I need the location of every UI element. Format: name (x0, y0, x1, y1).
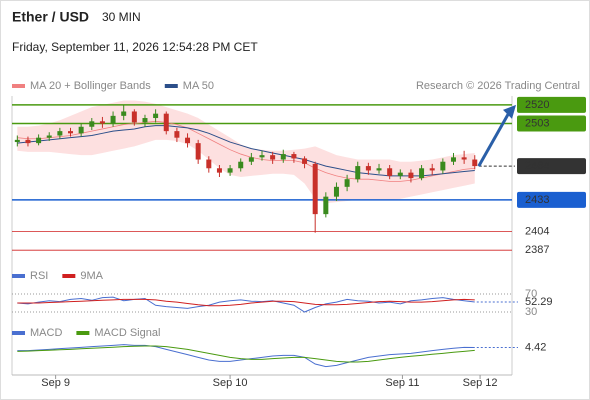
candle-body (68, 131, 74, 134)
legend-label: MACD Signal (94, 327, 160, 339)
legend-label: MA 50 (183, 80, 214, 92)
indicator-line (17, 298, 475, 307)
candle-body (89, 121, 95, 127)
candle-body (312, 163, 318, 215)
candle-body (163, 113, 169, 132)
x-tick-label: Sep 10 (213, 377, 248, 389)
legend-label: MA 20 + Bollinger Bands (30, 80, 151, 92)
candle-body (344, 179, 350, 187)
interval: 30 MIN (102, 10, 141, 24)
candle-body (227, 168, 233, 173)
level-label: 2404 (525, 226, 549, 238)
candle-body (131, 111, 137, 123)
legend-swatch (12, 331, 25, 335)
candle-body (78, 126, 84, 134)
candle-body (216, 168, 222, 173)
candle-body (376, 168, 382, 171)
legend-label: 9MA (80, 270, 103, 282)
legend-label: MACD (30, 327, 62, 339)
candle-body (46, 135, 52, 138)
legend-swatch (12, 84, 25, 88)
candle-body (99, 121, 105, 124)
candle-body (142, 118, 148, 123)
candle-body (419, 168, 425, 179)
legend-swatch (76, 331, 90, 335)
last-value-label: 4.42 (525, 341, 546, 353)
candle-body (238, 161, 244, 169)
candle-body (195, 143, 201, 160)
candle-body (185, 137, 191, 144)
legend-swatch (164, 84, 178, 88)
y-tick-label: 70 (525, 288, 537, 300)
x-tick-label: Sep 12 (463, 377, 498, 389)
moving-average (17, 120, 475, 182)
forecast-arrowhead (503, 104, 516, 119)
candle-body (280, 154, 286, 160)
legend-swatch (62, 274, 76, 278)
bollinger-band (17, 100, 475, 204)
level-label: 2520 (525, 99, 549, 111)
candle-body (248, 157, 254, 162)
candle-body (355, 166, 361, 180)
level-box (517, 191, 586, 208)
candle-body (365, 166, 371, 171)
candle-body (472, 159, 478, 167)
candle-body (14, 139, 20, 143)
credit: Research © 2026 Trading Central (416, 80, 580, 92)
x-tick-label: Sep 11 (385, 377, 419, 389)
candle-body (259, 155, 265, 158)
chart-title: Ether / USD (12, 9, 89, 25)
candle-body (121, 111, 127, 116)
candle-body (206, 159, 212, 169)
level-label: 2433 (525, 194, 549, 206)
moving-average (17, 125, 475, 177)
candle-body (291, 154, 297, 159)
candle-body (429, 168, 435, 171)
candle-body (397, 172, 403, 176)
candle-body (450, 157, 456, 162)
x-tick-label: Sep 9 (41, 377, 70, 389)
candle-body (153, 113, 159, 119)
last-value-label: 52.29 (525, 296, 553, 308)
candle-body (440, 161, 446, 171)
level-box (517, 115, 586, 132)
candle-body (302, 158, 308, 164)
level-box (517, 96, 586, 113)
candle-body (387, 168, 393, 176)
indicator-line (17, 345, 475, 363)
level-label: 2387 (525, 244, 549, 256)
candle-body (36, 137, 42, 144)
candle-body (270, 155, 276, 160)
current-price-label: 2464 (525, 160, 549, 172)
forecast-arrow (477, 110, 512, 167)
datetime: Friday, September 11, 2026 12:54:28 PM C… (12, 40, 258, 54)
y-tick-label: 30 (525, 306, 537, 318)
candle-body (461, 157, 467, 160)
candle-body (25, 139, 31, 144)
candle-body (110, 115, 116, 124)
candle-body (323, 196, 329, 215)
candle-body (333, 186, 339, 197)
candle-body (57, 131, 63, 136)
legend-label: RSI (30, 270, 48, 282)
level-label: 2503 (525, 117, 549, 129)
candle-body (174, 131, 180, 138)
current-price-box (517, 158, 586, 175)
indicator-line (17, 296, 475, 313)
legend-swatch (12, 274, 25, 278)
candle-body (408, 172, 414, 179)
